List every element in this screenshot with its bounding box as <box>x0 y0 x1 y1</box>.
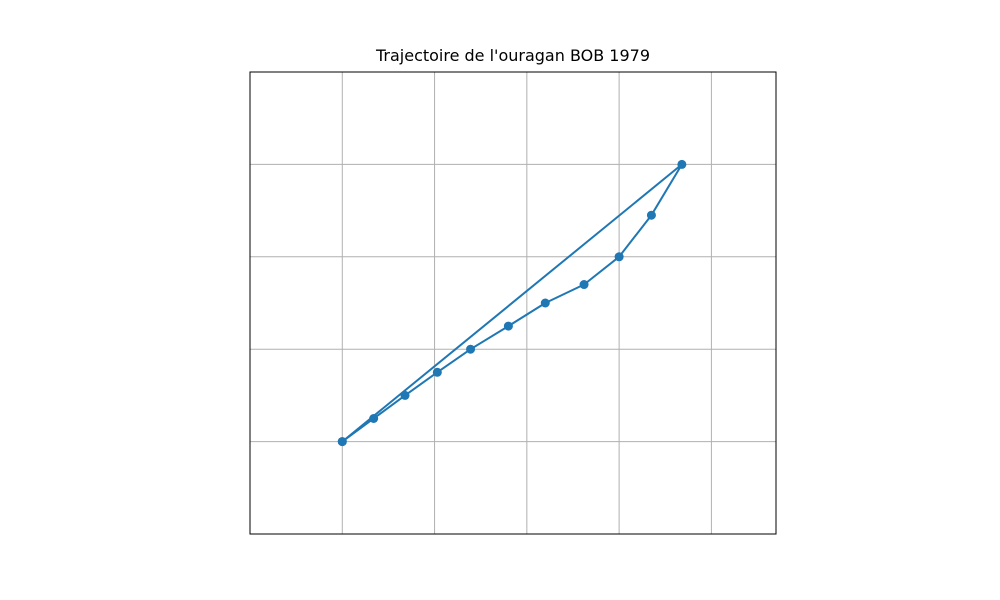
series-line <box>341 163 683 443</box>
data-point <box>614 252 624 262</box>
chart-title: Trajectoire de l'ouragan BOB 1979 <box>375 46 651 65</box>
grid <box>250 72 776 534</box>
data-point <box>337 437 347 447</box>
axes-frame <box>249 71 777 535</box>
data-point <box>466 344 476 354</box>
data-point <box>432 367 442 377</box>
data-point <box>400 390 410 400</box>
data-point <box>503 321 513 331</box>
data-point <box>540 298 550 308</box>
data-point <box>369 414 379 423</box>
data-point <box>579 280 589 290</box>
data-point <box>677 159 687 169</box>
series-layer <box>337 159 687 447</box>
data-point <box>646 210 656 220</box>
